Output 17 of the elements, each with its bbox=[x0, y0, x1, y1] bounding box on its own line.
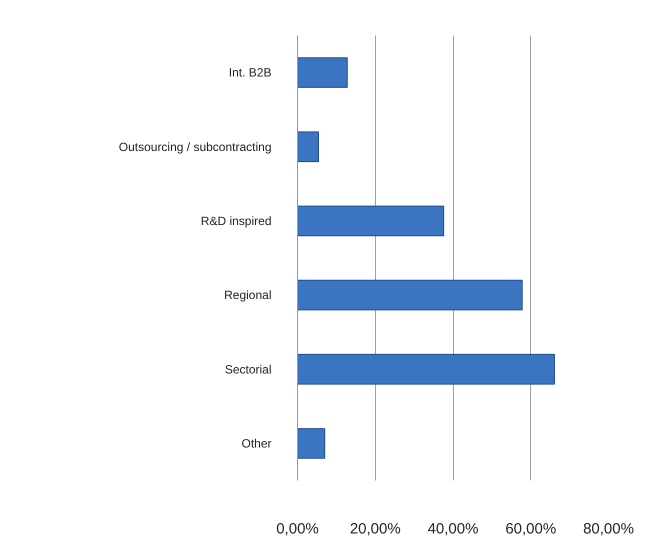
y-tick-label: Regional bbox=[224, 288, 272, 302]
bar bbox=[298, 354, 555, 385]
bar bbox=[298, 206, 444, 236]
x-tick-label: 20,00% bbox=[350, 520, 401, 538]
x-tick-label: 60,00% bbox=[505, 520, 556, 538]
y-tick-label: Int. B2B bbox=[228, 66, 272, 80]
x-tick-label: 40,00% bbox=[428, 520, 478, 538]
bar bbox=[298, 428, 326, 459]
bar bbox=[298, 57, 348, 88]
y-tick-label: Sectorial bbox=[224, 362, 272, 376]
y-tick-label: R&D inspired bbox=[200, 214, 272, 228]
y-tick-label: Outsourcing / subcontracting bbox=[118, 140, 272, 154]
x-tick-label: 0,00% bbox=[276, 520, 319, 538]
x-tick-label: 80,00% bbox=[583, 520, 634, 538]
bar bbox=[298, 280, 523, 310]
bar bbox=[298, 131, 319, 162]
y-tick-label: Other bbox=[241, 436, 272, 450]
